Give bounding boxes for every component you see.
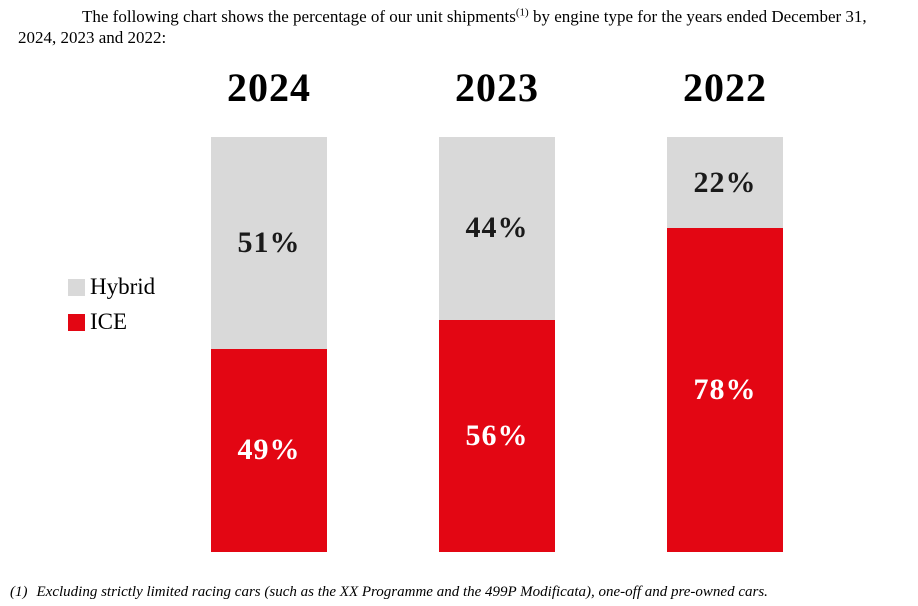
- intro-text-after-superscript: by engine type for the years ended Decem…: [528, 7, 867, 26]
- bar-group-2024: 2024 51% 49%: [211, 66, 327, 552]
- bar-segment-hybrid: 22%: [667, 137, 783, 229]
- intro-line-1: The following chart shows the percentage…: [18, 6, 910, 27]
- value-label-ice: 78%: [693, 373, 757, 407]
- category-label-2023: 2023: [455, 65, 539, 110]
- footnote-text: Excluding strictly limited racing cars (…: [36, 584, 768, 600]
- bar-group-2022: 2022 22% 78%: [667, 66, 783, 552]
- stacked-bar-2024: 51% 49%: [211, 137, 327, 552]
- bar-segment-hybrid: 44%: [439, 137, 555, 320]
- hybrid-color-swatch-icon: [68, 278, 85, 296]
- legend-label-hybrid: Hybrid: [90, 274, 156, 299]
- ice-color-swatch-icon: [68, 313, 85, 331]
- legend-label-ice: ICE: [90, 309, 128, 334]
- category-label-2022: 2022: [683, 65, 767, 110]
- footnote: (1) Excluding strictly limited racing car…: [10, 583, 910, 601]
- bar-segment-ice: 78%: [667, 228, 783, 552]
- footnote-reference-superscript: (1): [515, 6, 529, 19]
- value-label-hybrid: 51%: [237, 225, 301, 259]
- value-label-hybrid: 44%: [465, 211, 529, 245]
- bar-segment-ice: 56%: [439, 319, 555, 552]
- legend-item-ice: ICE: [68, 309, 155, 335]
- bar-segment-hybrid: 51%: [211, 137, 327, 349]
- bar-group-2023: 2023 44% 56%: [439, 66, 555, 552]
- chart-legend: Hybrid ICE: [68, 274, 155, 344]
- intro-paragraph: The following chart shows the percentage…: [18, 6, 910, 48]
- stacked-bar-2023: 44% 56%: [439, 137, 555, 552]
- intro-text-before-superscript: The following chart shows the percentage…: [82, 7, 516, 26]
- bar-segment-ice: 49%: [211, 348, 327, 552]
- footnote-marker: (1): [10, 584, 28, 600]
- category-label-2024: 2024: [227, 65, 311, 110]
- value-label-ice: 56%: [465, 418, 529, 452]
- legend-item-hybrid: Hybrid: [68, 274, 155, 300]
- intro-line-2: 2024, 2023 and 2022:: [18, 28, 167, 47]
- stacked-bar-2022: 22% 78%: [667, 137, 783, 552]
- value-label-ice: 49%: [237, 433, 301, 467]
- value-label-hybrid: 22%: [693, 165, 757, 199]
